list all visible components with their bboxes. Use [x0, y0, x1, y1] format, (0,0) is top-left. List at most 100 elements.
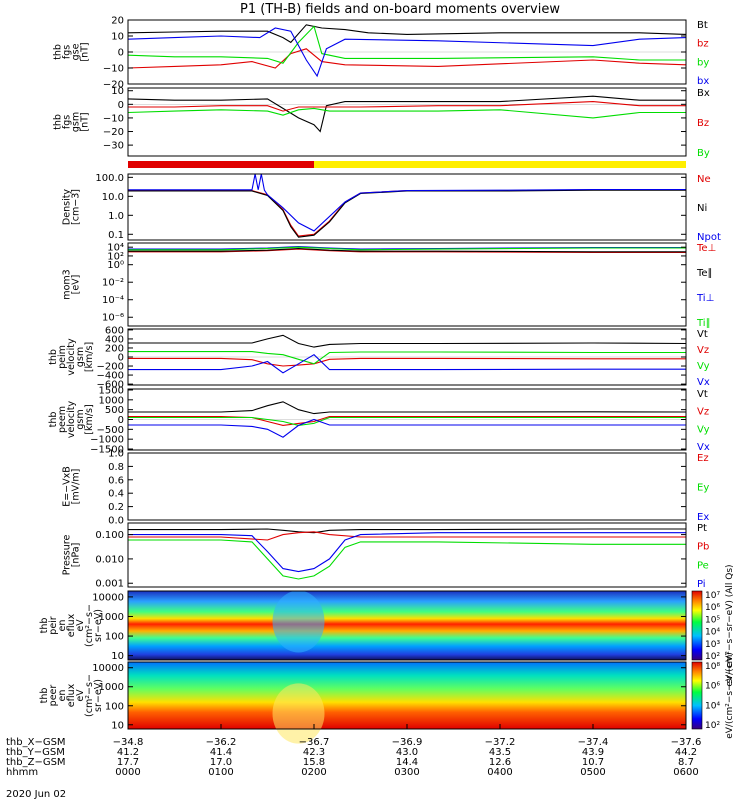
- series-line-Bz: [128, 101, 686, 112]
- y-tick-label: 0.001: [95, 579, 124, 590]
- colorbar-tick-label: 10⁷: [705, 591, 720, 601]
- y-axis-label: thb: [39, 618, 50, 634]
- legend-entry: Pi: [697, 579, 706, 590]
- panel-peer: 10⁸ 10⁶ 10⁴ 10² eV/(cm²−s−sr−eV) 10000 1000 100…: [39, 652, 735, 744]
- y-tick-label: −30: [103, 141, 124, 152]
- y-axis-label: eflux: [66, 613, 77, 637]
- panel-frame: [127, 242, 687, 327]
- series-line-bx: [127, 27, 687, 78]
- legend-entry: Ti⊥: [696, 293, 714, 304]
- x-axis-row-label: thb_X−GSM: [6, 737, 66, 748]
- y-axis-label: peir: [48, 616, 59, 635]
- y-axis-label: (cm²−s−: [84, 604, 95, 647]
- y-axis-label: fgs: [62, 45, 73, 59]
- y-tick-label: 0: [118, 415, 124, 426]
- x-tick-label: −37.6: [671, 737, 702, 748]
- series-line-Pb: [128, 531, 686, 541]
- x-tick-label: −36.9: [392, 737, 423, 748]
- panel-frame: [127, 522, 687, 588]
- legend-entry: Vy: [697, 424, 710, 435]
- y-tick-label: −200: [97, 362, 124, 373]
- x-tick-label: 17.7: [117, 757, 139, 768]
- y-tick-label: 1000: [99, 612, 124, 623]
- legend-entry: Bt: [697, 20, 708, 31]
- y-tick-label: 10²: [107, 251, 124, 262]
- x-tick-label: 41.4: [210, 747, 232, 758]
- y-tick-label: 10000: [92, 592, 124, 603]
- x-tick-label: 15.8: [303, 757, 325, 768]
- y-tick-label: 10000: [92, 663, 124, 674]
- colorbar-tick-label: 10²: [705, 721, 720, 731]
- y-axis-label: peim: [57, 345, 68, 369]
- y-tick-label: 100: [105, 701, 124, 712]
- legend-entry: Ex: [697, 512, 709, 523]
- legend-entry: Pt: [697, 523, 707, 534]
- legend-entry: By: [697, 148, 710, 159]
- y-tick-label: −10: [103, 64, 124, 75]
- y-tick-label: −400: [97, 371, 124, 382]
- x-tick-label: 12.6: [489, 757, 511, 768]
- x-tick-label: 10.7: [582, 757, 604, 768]
- colorbar-peer: [691, 661, 703, 730]
- colorbar-tick-label: 10⁸: [705, 662, 720, 672]
- legend-entry: Ez: [697, 453, 709, 464]
- legend-entry: Pe: [697, 560, 709, 571]
- legend-entry: Bx: [697, 88, 710, 99]
- panel-background: [128, 174, 686, 240]
- panel-background: [128, 243, 686, 326]
- y-tick-label: −1500: [90, 445, 124, 456]
- colorbar-tick-label: 10⁴: [705, 701, 720, 711]
- x-tick-label: 8.7: [678, 757, 694, 768]
- x-tick-label: 0500: [580, 767, 605, 778]
- y-axis-label: velocity: [66, 401, 77, 439]
- legend-entry: Vx: [697, 377, 710, 388]
- x-tick-label: 41.2: [117, 747, 139, 758]
- series-line-Npot: [128, 173, 686, 232]
- x-tick-label: 44.2: [675, 747, 697, 758]
- series-line-Pt: [128, 528, 686, 534]
- x-tick-label: −34.8: [113, 737, 144, 748]
- y-tick-label: 10⁻⁶: [102, 313, 124, 324]
- legend-entry: Ey: [697, 483, 709, 494]
- colorbar-tick-label: 10⁶: [705, 682, 720, 692]
- colorbar-tick-label: 10²: [705, 652, 720, 662]
- y-axis-label: Density: [62, 189, 73, 225]
- y-tick-label: −20: [103, 127, 124, 138]
- series-line-Vt: [128, 401, 687, 415]
- y-axis-label: thb: [39, 688, 50, 704]
- series-line-Bt: [127, 24, 687, 44]
- y-tick-label: 0.6: [108, 475, 124, 486]
- series-line-Bx: [127, 95, 686, 133]
- panel-frame: [127, 590, 687, 661]
- panel-frame: [127, 173, 687, 241]
- spectrogram-feature: [272, 590, 325, 653]
- y-axis-label: Pressure: [62, 535, 73, 576]
- y-tick-label: 1.0: [108, 211, 124, 222]
- y-tick-label: 10⁻⁴: [102, 295, 124, 306]
- x-tick-label: −36.2: [206, 737, 237, 748]
- y-axis-label: thb: [53, 114, 64, 130]
- panel-density: Ne Ni Npot 100.0 10.0 1.0 0.1 Density[cm−3]: [62, 173, 721, 243]
- plot-title: P1 (TH-B) fields and on-board moments ov…: [240, 2, 560, 17]
- y-axis-label: gsm: [75, 409, 86, 429]
- legend-entry: Vz: [697, 345, 709, 356]
- y-axis-label: [eV]: [71, 275, 82, 295]
- y-axis-label: gsm: [75, 347, 86, 367]
- y-axis-label: [nT]: [80, 42, 91, 61]
- y-axis-label: sr−eV): [93, 679, 104, 712]
- legend-entry: Ti∥: [696, 318, 711, 329]
- y-axis-label: E=−VxB: [62, 466, 73, 507]
- date-label: 2020 Jun 02: [6, 789, 66, 800]
- y-tick-label: 10⁴: [107, 243, 124, 254]
- y-tick-label: 500: [105, 405, 124, 416]
- y-tick-label: 10: [111, 651, 124, 662]
- mode-bar-segment: [128, 161, 314, 168]
- y-tick-label: 1000: [99, 395, 124, 406]
- legend-entry: Vy: [697, 361, 710, 372]
- y-axis-label: eV: [75, 689, 86, 702]
